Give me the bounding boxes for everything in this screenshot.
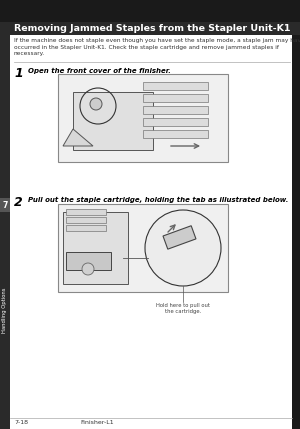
Bar xyxy=(0,0,10,429)
FancyArrowPatch shape xyxy=(168,225,175,232)
Bar xyxy=(0,22,300,35)
Text: If the machine does not staple even though you have set the staple mode, a stapl: If the machine does not staple even thou… xyxy=(14,38,300,56)
Text: Handling Options: Handling Options xyxy=(2,287,8,333)
Bar xyxy=(58,204,228,292)
FancyArrowPatch shape xyxy=(171,144,199,148)
Circle shape xyxy=(82,263,94,275)
Text: Removing Jammed Staples from the Stapler Unit-K1: Removing Jammed Staples from the Stapler… xyxy=(14,24,290,33)
Bar xyxy=(63,212,128,284)
Bar xyxy=(66,217,106,223)
Bar xyxy=(66,252,111,270)
Circle shape xyxy=(145,210,221,286)
Text: 1: 1 xyxy=(14,67,23,80)
Text: Hold here to pull out
the cartridge.: Hold here to pull out the cartridge. xyxy=(156,303,210,314)
Bar xyxy=(0,198,10,212)
Text: 7-18: 7-18 xyxy=(14,420,28,426)
Bar xyxy=(73,92,153,150)
Bar xyxy=(0,0,300,22)
Bar xyxy=(66,209,106,215)
Text: Finisher-L1: Finisher-L1 xyxy=(80,420,114,426)
Text: 7: 7 xyxy=(2,200,8,209)
Text: 2: 2 xyxy=(14,196,23,209)
Bar xyxy=(143,94,208,102)
Bar xyxy=(66,225,106,231)
Bar xyxy=(163,226,196,249)
Bar xyxy=(292,0,300,429)
Bar xyxy=(58,74,228,162)
Circle shape xyxy=(90,98,102,110)
Bar xyxy=(143,106,208,114)
Bar xyxy=(143,118,208,126)
Bar xyxy=(143,82,208,90)
Text: Pull out the staple cartridge, holding the tab as illustrated below.: Pull out the staple cartridge, holding t… xyxy=(28,197,288,203)
Text: Open the front cover of the finisher.: Open the front cover of the finisher. xyxy=(28,68,171,74)
Polygon shape xyxy=(63,129,93,146)
Bar xyxy=(143,130,208,138)
